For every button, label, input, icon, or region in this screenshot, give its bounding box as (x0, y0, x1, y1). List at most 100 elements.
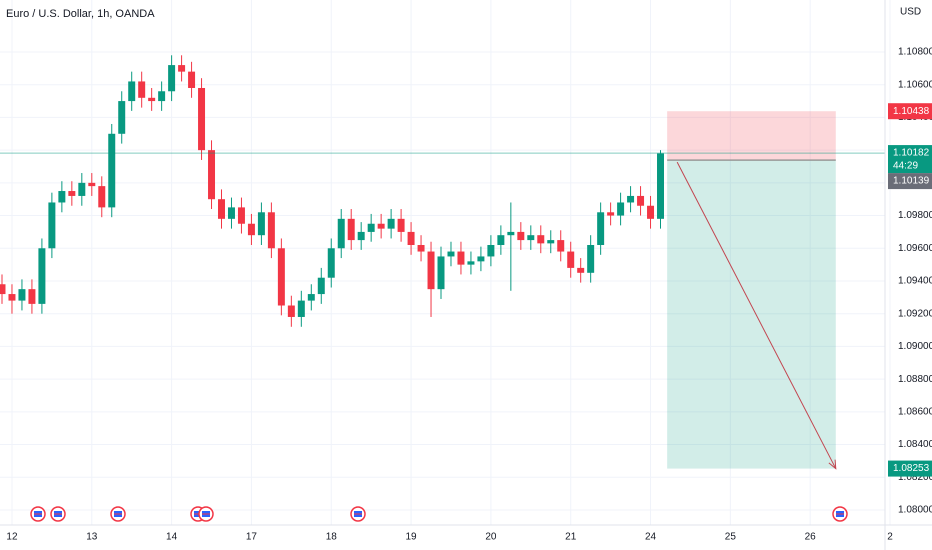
candle-body (487, 245, 495, 257)
candle-body (447, 251, 455, 257)
y-tick-label: 1.08800 (898, 374, 932, 385)
price-flag-label: 1.08253 (893, 463, 930, 474)
candle-body (337, 218, 345, 249)
y-tick-label: 1.10600 (898, 79, 932, 90)
candle-body (377, 223, 385, 229)
x-tick-label: 25 (725, 532, 737, 543)
currency: USD (900, 7, 921, 18)
y-tick-label: 1.10800 (898, 47, 932, 58)
y-tick-label: 1.09200 (898, 308, 932, 319)
candle-body (567, 251, 575, 268)
candle-body (158, 91, 166, 102)
candle-body (267, 212, 275, 249)
candle-body (347, 218, 355, 241)
x-tick-label: 2 (887, 532, 893, 543)
candle-body (247, 223, 255, 236)
arrow-head (828, 459, 837, 470)
candle-body (227, 207, 235, 219)
x-tick-label: 26 (805, 532, 817, 543)
y-tick-label: 1.09600 (898, 243, 932, 254)
candle-body (317, 277, 325, 295)
candle-body (257, 212, 265, 236)
candle-body (427, 251, 435, 290)
projection-arrow (676, 161, 837, 469)
candle-body (307, 294, 315, 301)
candle-body (467, 261, 475, 265)
candle-body (417, 245, 425, 252)
price-flag-label: 1.10139 (893, 176, 930, 187)
y-tick-label: 1.08000 (898, 505, 932, 516)
candle-body (587, 245, 595, 273)
axes: 1.08000 1.08200 1.08400 1.08600 1.08800 1.090… (6, 47, 932, 543)
events (30, 506, 848, 522)
price-flag (888, 145, 932, 174)
price-flag (888, 460, 932, 477)
candle-body (617, 202, 625, 216)
candle-body (287, 305, 295, 317)
x-tick-label: 14 (166, 532, 178, 543)
candle-body (178, 65, 186, 72)
candle-body (557, 240, 565, 252)
candle-body (148, 97, 156, 102)
countdown: 44:29 (893, 161, 918, 172)
candle-body (58, 191, 66, 203)
candle-body (407, 231, 415, 245)
candle-body (477, 256, 485, 262)
target-zone (667, 160, 836, 469)
candle-body (0, 284, 6, 295)
candle-body (297, 300, 305, 317)
candle-body (637, 195, 645, 206)
candle-body (387, 218, 395, 229)
y-tick-label: 1.09400 (898, 276, 932, 287)
candle-body (327, 248, 335, 278)
price-flag (888, 173, 932, 190)
candle-body (138, 81, 146, 98)
x-tick-label: 17 (246, 532, 258, 543)
candle-body (357, 231, 365, 241)
x-tick-label: 24 (645, 532, 657, 543)
x-tick-label: 19 (406, 532, 418, 543)
chart-title: Euro / U.S. Dollar, 1h, OANDA (6, 8, 155, 20)
candle-body (437, 256, 445, 290)
x-tick-label: 13 (86, 532, 98, 543)
candle-body (168, 65, 176, 92)
candle-body (198, 87, 206, 151)
candle-body (497, 235, 505, 245)
candle-body (38, 248, 46, 304)
y-tick-label: 1.09800 (898, 210, 932, 221)
candle-body (218, 199, 225, 219)
x-tick-label: 21 (565, 532, 577, 543)
candle-body (647, 205, 655, 219)
candle-body (208, 150, 216, 200)
candle-body (277, 248, 285, 306)
candle-body (527, 235, 535, 241)
candle-body (88, 182, 96, 187)
candle-body (28, 289, 36, 304)
candle-body (597, 212, 605, 245)
candle-body (98, 186, 106, 208)
x-tick-label: 20 (485, 532, 497, 543)
candle-body (657, 153, 664, 219)
candle-body (397, 218, 405, 232)
candle-body (188, 71, 196, 88)
y-tick-label: 1.08200 (898, 472, 932, 483)
y-tick-label: 1.08400 (898, 439, 932, 450)
price-flag-label: 1.10438 (893, 106, 930, 117)
candle-body (48, 202, 56, 249)
candle-body (517, 231, 525, 241)
candle-body (18, 289, 26, 301)
candle-body (237, 207, 245, 224)
candle-body (128, 81, 136, 102)
plot (0, 55, 885, 470)
y-tick-label: 1.09000 (898, 341, 932, 352)
candle-body (68, 191, 76, 196)
y-tick-label: 1.08600 (898, 406, 932, 417)
x-tick-label: 12 (6, 532, 18, 543)
candle-body (8, 294, 16, 301)
price-flag (888, 103, 932, 120)
candle-body (507, 231, 515, 236)
candle-body (457, 251, 465, 265)
candle-body (78, 182, 86, 196)
